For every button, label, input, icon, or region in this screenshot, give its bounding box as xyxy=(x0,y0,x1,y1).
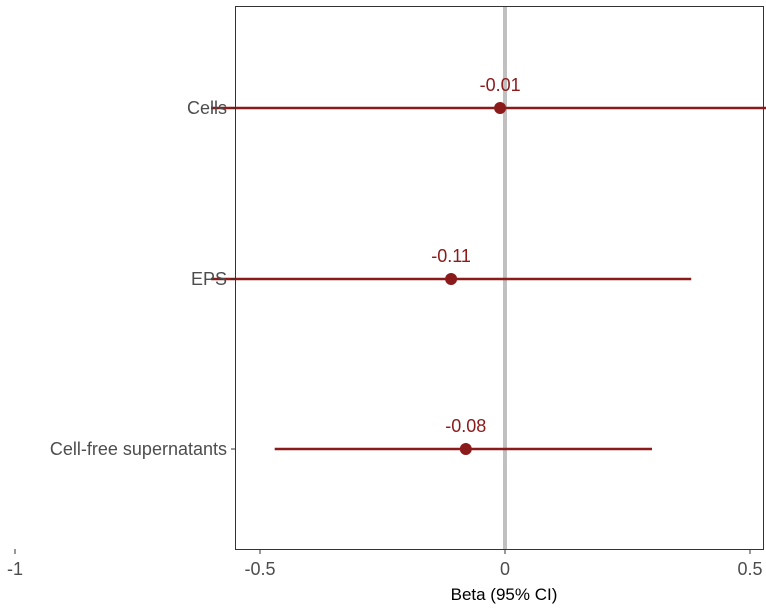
estimate-label: -0.01 xyxy=(480,75,521,95)
estimate-row: -0.01 xyxy=(211,75,766,114)
y-tick-label: EPS xyxy=(191,269,227,289)
estimate-label: -0.08 xyxy=(445,416,486,436)
estimate-row: -0.11 xyxy=(211,246,692,285)
point-estimate xyxy=(459,443,472,455)
y-tick-label: Cells xyxy=(187,98,227,118)
x-tick-label: -0.5 xyxy=(244,559,275,579)
x-axis-title: Beta (95% CI) xyxy=(451,585,558,604)
estimates-layer: -0.01 -0.11 -0.08 xyxy=(211,75,766,455)
y-tick-label: Cell-free supernatants xyxy=(50,439,227,459)
x-tick-label: -1 xyxy=(7,559,23,579)
y-axis: Cells EPS Cell-free supernatants xyxy=(50,98,236,459)
x-tick-label: 0.5 xyxy=(737,559,762,579)
x-axis: -1-0.500.51 xyxy=(7,549,763,579)
x-tick-label: 0 xyxy=(500,559,510,579)
panel-border xyxy=(235,6,764,550)
estimate-label: -0.11 xyxy=(431,246,471,266)
point-estimate xyxy=(445,273,458,285)
estimate-row: -0.08 xyxy=(274,416,652,455)
point-estimate xyxy=(494,102,507,114)
